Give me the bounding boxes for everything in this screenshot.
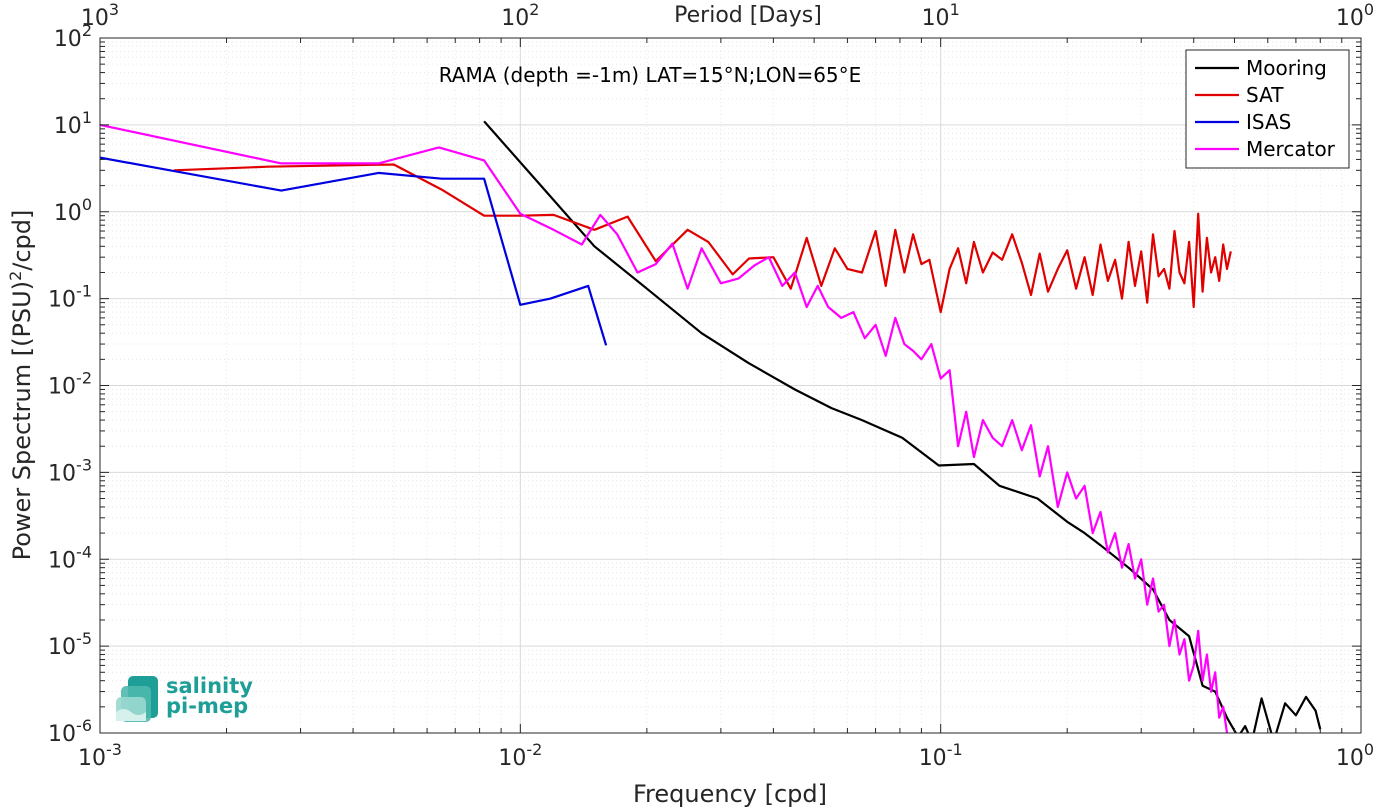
y-axis-title-main: Power Spectrum [(PSU)	[8, 281, 36, 560]
wave-logo-icon	[116, 676, 158, 722]
top-axis-title: Period [Days]	[674, 3, 822, 28]
y-tick-label: 10-6	[48, 716, 92, 747]
legend-label-mooring: Mooring	[1246, 56, 1327, 80]
x-tick-label: 100	[1336, 740, 1374, 771]
series-line-isas	[100, 156, 608, 346]
axis-ticks	[99, 37, 1362, 734]
salinity-pi-mep-logo: salinity pi-mep	[116, 674, 253, 722]
top-tick-label: 101	[922, 0, 960, 31]
x-tick-label: 10-2	[498, 740, 542, 771]
legend-label-sat: SAT	[1246, 83, 1284, 107]
series-line-mercator	[100, 123, 1229, 733]
y-axis-title: Power Spectrum [(PSU)2/cpd]	[6, 210, 36, 561]
series-line-mooring	[483, 120, 1322, 733]
y-axis-title-tail: /cpd]	[8, 210, 36, 271]
y-tick-label: 10-1	[48, 282, 92, 313]
legend-label-isas: ISAS	[1246, 110, 1291, 134]
top-tick-label: 103	[81, 0, 119, 31]
x-axis-title: Frequency [cpd]	[633, 780, 827, 808]
x-tick-label: 10-1	[919, 740, 963, 771]
y-tick-label: 10-5	[48, 629, 92, 660]
y-tick-label: 100	[54, 195, 92, 226]
logo-text-line2: pi-mep	[166, 694, 248, 718]
legend-items: Mooring SAT ISAS Mercator	[1195, 56, 1336, 161]
y-tick-label: 10-4	[48, 542, 92, 573]
y-tick-label: 101	[54, 108, 92, 139]
y-tick-label: 102	[54, 21, 92, 52]
series-line-sat	[173, 163, 1232, 314]
legend-label-mercator: Mercator	[1246, 137, 1336, 161]
y-axis-title-sup: 2	[6, 271, 25, 281]
chart-title: RAMA (depth =-1m) LAT=15°N;LON=65°E	[439, 63, 862, 87]
top-tick-label: 102	[501, 0, 539, 31]
top-tick-label: 100	[1336, 0, 1374, 31]
y-tick-label: 10-3	[48, 455, 92, 486]
series-lines	[100, 120, 1322, 733]
logo-text-line1: salinity	[166, 674, 253, 698]
legend: Mooring SAT ISAS Mercator	[1185, 49, 1350, 169]
y-tick-label: 10-2	[48, 369, 92, 400]
x-tick-label: 10-3	[78, 740, 122, 771]
